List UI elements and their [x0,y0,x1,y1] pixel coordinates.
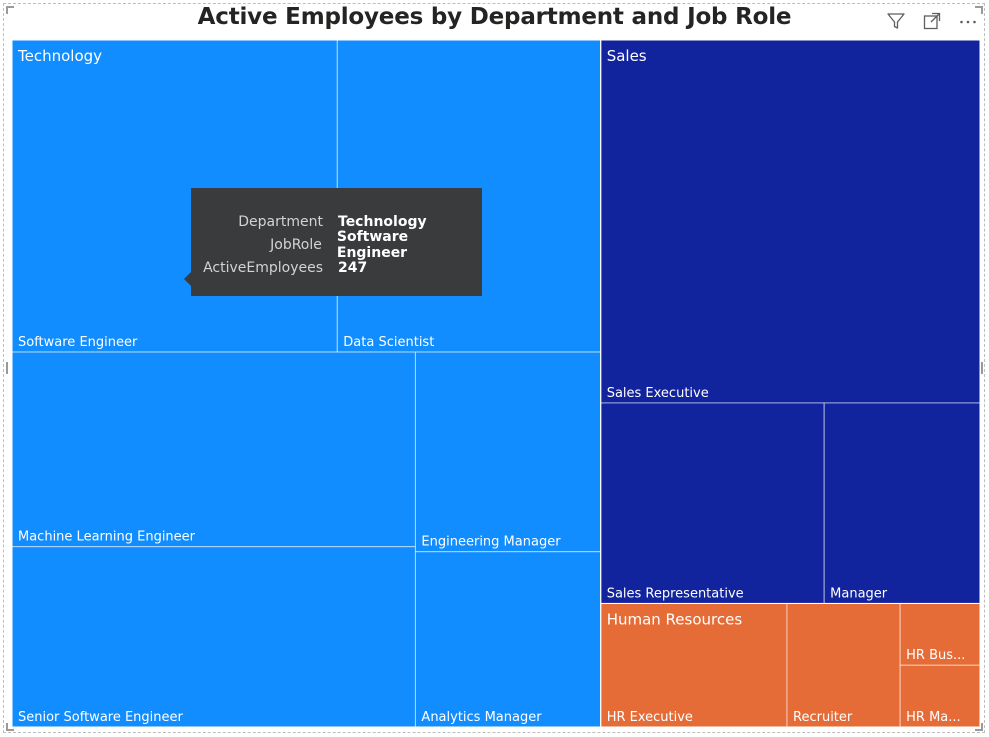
treemap-label-engineering-manager: Engineering Manager [421,535,561,550]
tooltip-value: Software Engineer [336,228,409,261]
treemap-cell-senior-software-engineer[interactable] [11,546,416,728]
resize-handle-top-right[interactable] [975,6,983,14]
resize-handle-bottom-left[interactable] [6,723,14,731]
treemap-label-analytics-manager: Analytics Manager [421,710,542,725]
treemap-label-hr-executive: HR Executive [607,710,693,725]
treemap-label-hr-ma: HR Ma... [906,710,961,725]
treemap-cell-sales-representative[interactable] [600,402,825,604]
tooltip-label: ActiveEmployees [203,259,323,276]
tooltip-label: Department [238,213,323,230]
tooltip-label: JobRole [270,236,322,253]
tooltip-value: 247 [338,259,368,276]
filter-icon[interactable] [885,10,907,32]
treemap-group-label-sales: Sales [607,47,647,65]
treemap-cell-sales-executive[interactable] [600,39,981,404]
treemap-label-software-engineer: Software Engineer [18,335,138,350]
treemap-cell-analytics-manager[interactable] [414,551,602,728]
treemap-group-human-resources [600,602,981,728]
more-options-icon[interactable] [957,10,979,32]
resize-handle-bottom-right[interactable] [975,723,983,731]
tooltip-row-department: Department Technology [191,210,482,233]
focus-mode-icon[interactable] [921,10,943,32]
treemap-cell-engineering-manager[interactable] [414,351,602,553]
treemap-cell-machine-learning-engineer[interactable] [11,351,416,548]
resize-handle-top-left[interactable] [6,6,14,14]
treemap-label-sales-executive: Sales Executive [607,386,709,401]
treemap-cell-manager[interactable] [823,402,981,604]
treemap-label-recruiter: Recruiter [793,710,853,725]
visual-container-frame [3,3,985,733]
treemap-label-sales-representative: Sales Representative [607,586,744,601]
treemap-group-label-technology: Technology [17,47,102,65]
visual-header-icons [885,10,979,32]
treemap-label-manager: Manager [830,586,888,601]
treemap-group-label-human-resources: Human Resources [607,610,743,628]
resize-handle-left[interactable] [6,362,8,374]
treemap-label-machine-learning-engineer: Machine Learning Engineer [18,530,196,545]
treemap-label-hr-bus: HR Bus... [906,648,965,663]
chart-title: Active Employees by Department and Job R… [197,4,792,30]
treemap-label-senior-software-engineer: Senior Software Engineer [18,710,184,725]
chart-tooltip: Department Technology JobRole Software E… [184,188,482,296]
tooltip-value: Technology [338,213,427,230]
treemap-label-data-scientist: Data Scientist [343,335,434,350]
resize-handle-right[interactable] [981,362,983,374]
treemap-cell-recruiter[interactable] [786,602,901,728]
tooltip-row-active-employees: ActiveEmployees 247 [191,256,482,279]
tooltip-row-jobrole: JobRole Software Engineer [191,229,482,261]
